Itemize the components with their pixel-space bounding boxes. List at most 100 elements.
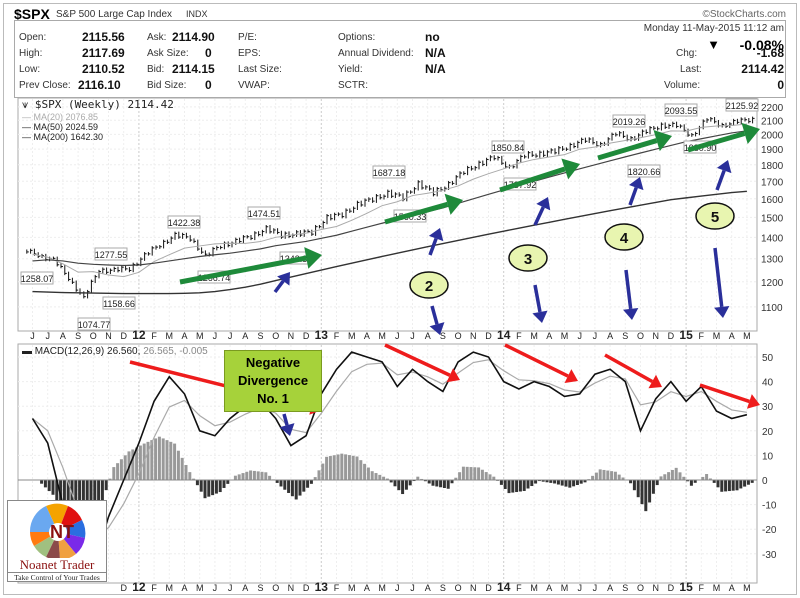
histogram-bar	[488, 474, 492, 480]
histogram-bar	[211, 480, 215, 496]
histogram-bar	[359, 460, 363, 480]
histogram-bar	[518, 480, 522, 492]
legend-ma200-text: MA(200) 1642.30	[33, 132, 104, 142]
triangle-down-icon: ▼	[707, 37, 720, 52]
quote-col4-value: N/A	[425, 62, 446, 76]
histogram-bar	[556, 480, 560, 485]
histogram-bar	[537, 480, 541, 482]
histogram-bar	[564, 480, 568, 487]
histogram-bar	[51, 480, 55, 495]
histogram-bar	[435, 480, 439, 487]
peak-label-box	[491, 140, 525, 154]
blue-arrow-head	[714, 305, 730, 318]
x-axis-label: M	[348, 583, 356, 593]
histogram-bar	[735, 480, 739, 491]
histogram-bar	[712, 480, 716, 483]
price-tick-label: 1600	[761, 195, 784, 206]
histogram-bar	[602, 469, 606, 480]
histogram-bar	[203, 480, 207, 499]
logo-tagline: Take Control of Your Trades	[8, 572, 106, 582]
stockcharts-credit[interactable]: ©StockCharts.com	[702, 9, 786, 20]
price-tick-label: 2200	[761, 103, 784, 114]
histogram-bar	[644, 480, 648, 512]
histogram-bar	[207, 480, 211, 497]
peak-label: 2019.26	[613, 117, 646, 127]
x-axis-label: N	[470, 331, 477, 341]
x-axis-label: M	[378, 583, 386, 593]
histogram-bar	[325, 456, 329, 480]
x-axis-label: A	[181, 331, 187, 341]
histogram-bar	[427, 480, 431, 484]
quote-col4-label: SCTR:	[338, 80, 368, 91]
x-axis-label: A	[425, 583, 431, 593]
red-divergence-arrow	[604, 353, 654, 384]
blue-arrow-head	[279, 423, 295, 436]
blue-arrow	[715, 169, 726, 191]
quote-col2-value: 2114.15	[172, 62, 215, 76]
price-tick-label: 1700	[761, 177, 784, 188]
histogram-bar	[727, 480, 731, 492]
histogram-bar	[541, 480, 545, 482]
x-axis-label: S	[440, 583, 446, 593]
histogram-bar	[583, 480, 587, 483]
blue-arrow-head	[428, 228, 444, 242]
histogram-bar	[689, 480, 693, 486]
histogram-bar	[397, 480, 401, 491]
histogram-bar	[138, 445, 142, 480]
x-axis-label: J	[410, 583, 415, 593]
number-circle	[409, 271, 449, 299]
quote-col1-label: Open:	[19, 32, 47, 43]
histogram-bar	[716, 480, 720, 488]
x-axis-label: O	[637, 331, 644, 341]
histogram-bar	[670, 469, 674, 480]
x-axis-label: M	[530, 583, 538, 593]
histogram-bar	[663, 474, 667, 480]
histogram-bar	[610, 471, 614, 480]
price-tick-label: 2000	[761, 130, 784, 141]
x-axis-label: S	[622, 331, 628, 341]
quote-col4-label: Options:	[338, 32, 376, 43]
histogram-bar	[420, 478, 424, 480]
x-axis-label: 14	[497, 328, 511, 342]
quote-col2-value: 0	[205, 46, 212, 60]
quote-col1-label: High:	[19, 48, 43, 59]
histogram-bar	[328, 456, 332, 480]
x-axis-label: D	[485, 331, 492, 341]
histogram-bar	[43, 480, 47, 488]
histogram-bar	[477, 467, 481, 480]
blue-arrow	[533, 206, 545, 226]
histogram-bar	[104, 480, 108, 491]
number-label: 2	[425, 278, 433, 295]
svg-text:NT: NT	[50, 522, 74, 542]
quote-col4-value: no	[425, 30, 440, 44]
quote-col2-label: Ask Size:	[147, 48, 189, 59]
histogram-bar	[123, 455, 127, 480]
price-tick-label: 1400	[761, 233, 784, 244]
number-label: 5	[711, 209, 719, 226]
x-axis-label: A	[607, 583, 613, 593]
histogram-bar	[180, 457, 184, 480]
red-divergence-arrow	[504, 343, 569, 378]
histogram-bar	[731, 480, 735, 491]
blue-arrow-head	[628, 177, 644, 191]
legend-ma200: — MA(200) 1642.30	[22, 132, 104, 142]
histogram-bar	[382, 476, 386, 480]
histogram-bar	[317, 470, 321, 480]
blue-arrow	[533, 284, 542, 313]
quote-right-label: Last:	[680, 64, 702, 75]
histogram-bar	[55, 480, 59, 503]
histogram-bar	[347, 455, 351, 480]
x-axis-label: F	[334, 583, 340, 593]
x-axis-label: 14	[497, 580, 511, 594]
histogram-bar	[169, 441, 173, 480]
histogram-bar	[640, 480, 644, 505]
legend-macd: ▬ MACD(12,26,9) 26.560, 26.565, -0.005	[22, 346, 208, 357]
negative-divergence-callout: Negative Divergence No. 1	[224, 350, 322, 412]
macd-tick-label: 10	[762, 451, 774, 462]
green-trend-arrow	[597, 138, 658, 161]
quote-col2-value: 0	[205, 78, 212, 92]
peak-label: 1474.51	[248, 209, 281, 219]
quote-col1-value: 2110.52	[82, 62, 125, 76]
x-axis-label: 15	[679, 328, 693, 342]
